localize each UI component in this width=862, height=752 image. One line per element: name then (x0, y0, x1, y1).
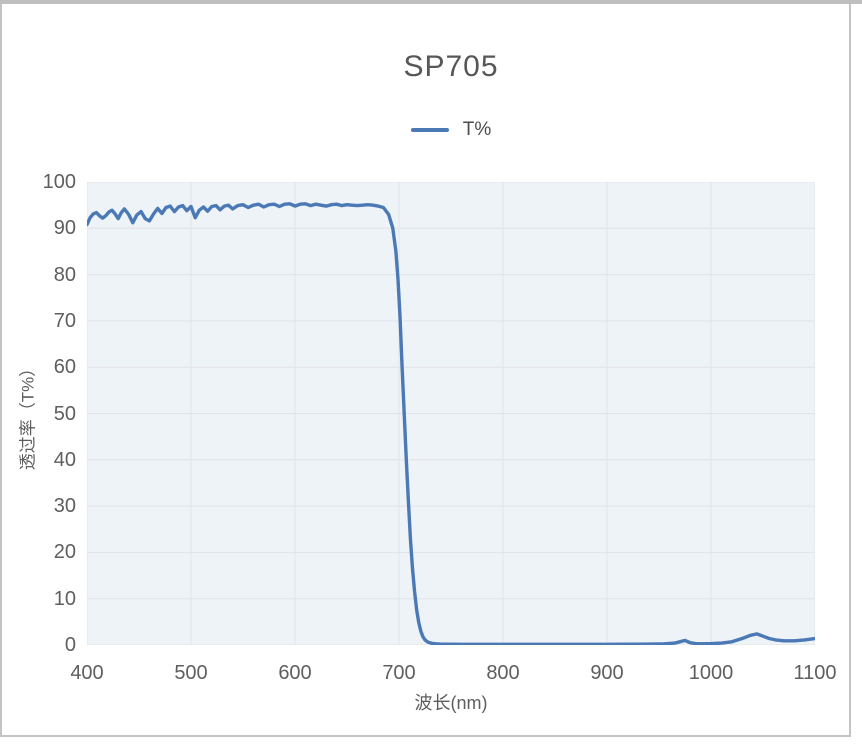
x-tick-label: 700 (382, 662, 416, 684)
x-tick-label: 600 (278, 662, 312, 684)
y-tick-label: 30 (53, 495, 76, 518)
y-tick-label: 40 (53, 448, 76, 471)
y-tick-label: 100 (42, 171, 76, 193)
x-axis-title: 波长(nm) (414, 693, 488, 713)
legend-item-t-percent[interactable]: T% (87, 118, 815, 142)
x-tick-label: 500 (174, 662, 208, 684)
legend-label: T% (462, 119, 492, 140)
y-tick-label: 20 (53, 541, 76, 564)
window-top-border (0, 0, 862, 4)
x-tick-label: 1100 (793, 662, 837, 684)
y-axis-labels: 0 10 20 30 40 50 60 70 80 90 100 (0, 171, 76, 656)
x-tick-label: 800 (486, 662, 520, 684)
legend-line-icon (410, 128, 449, 132)
x-axis-labels: 400 500 600 700 800 900 1000 1100 (70, 645, 836, 691)
y-tick-label: 90 (53, 217, 76, 240)
y-tick-label: 80 (53, 263, 76, 286)
y-tick-label: 60 (53, 356, 76, 379)
plot-svg (87, 182, 815, 645)
x-tick-label: 400 (70, 662, 104, 684)
y-tick-label: 50 (53, 402, 76, 425)
t-percent-curve (87, 202, 815, 645)
y-tick-label: 0 (64, 634, 76, 656)
y-axis-title: 透过率（T%） (18, 359, 38, 471)
y-tick-label: 70 (53, 309, 76, 332)
x-tick-label: 900 (590, 662, 624, 684)
y-tick-label: 10 (53, 587, 76, 610)
chart-title: SP705 (403, 50, 499, 83)
x-tick-label: 1000 (688, 662, 734, 684)
